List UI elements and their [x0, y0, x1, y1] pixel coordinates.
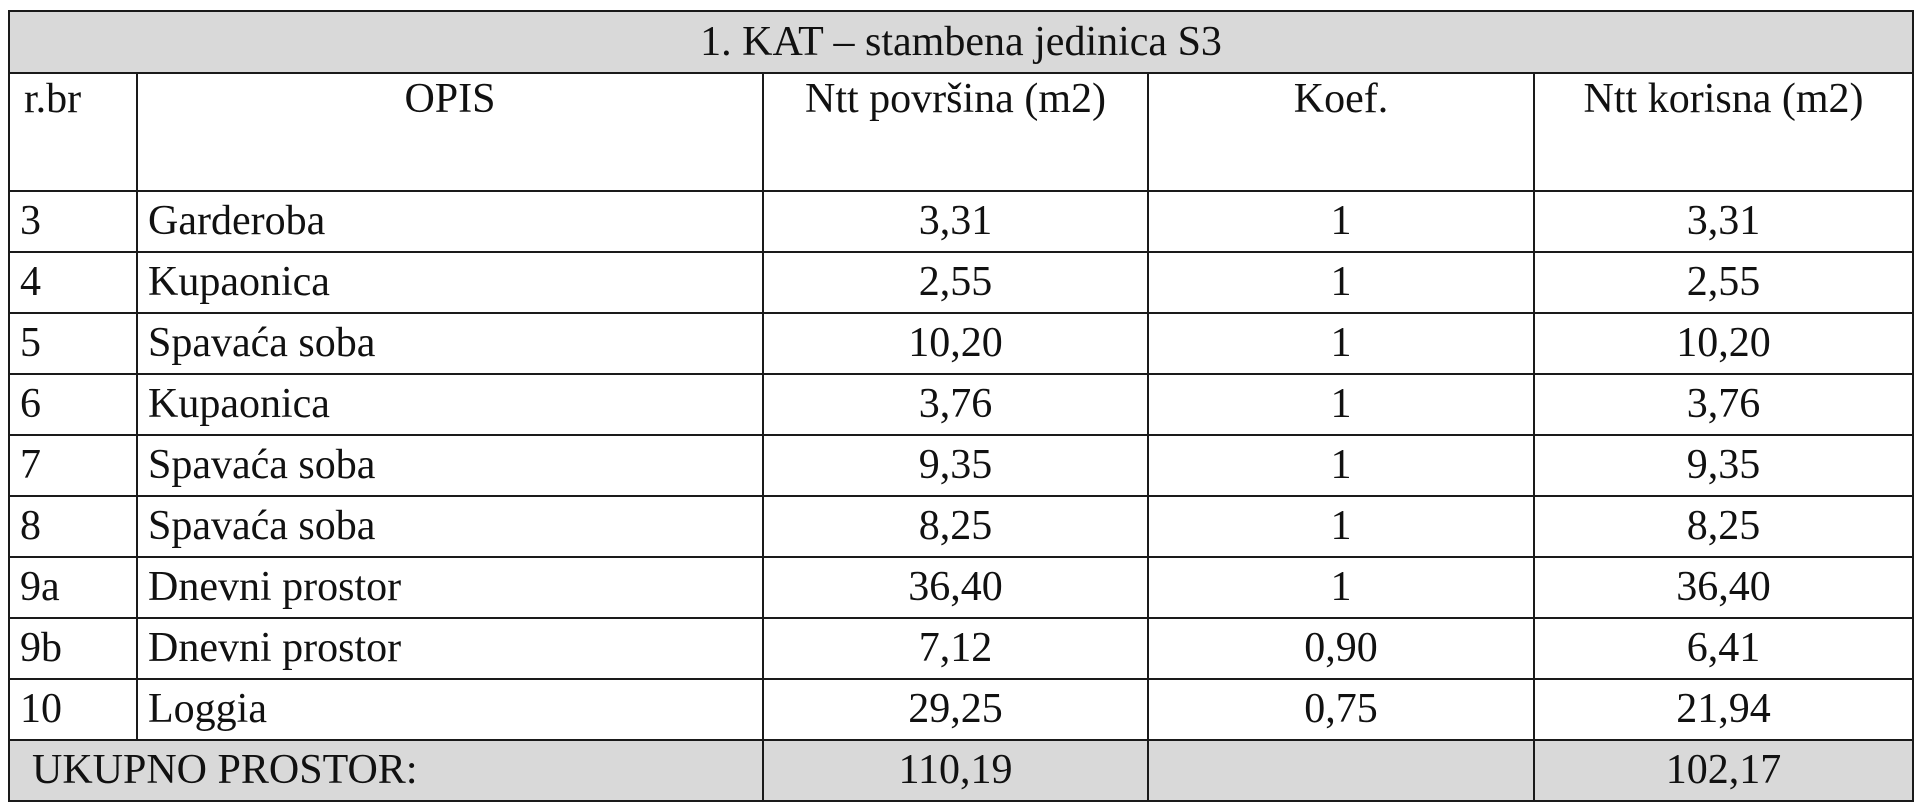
total-ntt-povrsina: 110,19 — [762, 739, 1149, 802]
total-koef — [1147, 739, 1535, 802]
cell-koef: 1 — [1147, 251, 1535, 314]
cell-opis: Kupaonica — [136, 373, 764, 436]
cell-ntt-korisna: 3,31 — [1532, 190, 1915, 253]
cell-rbr: 7 — [8, 434, 138, 497]
cell-koef: 0,75 — [1147, 678, 1535, 741]
cell-ntt-povrsina: 10,20 — [762, 312, 1149, 375]
table-row: 5 Spavaća soba 10,20 1 10,20 — [8, 312, 1915, 375]
cell-ntt-korisna: 2,55 — [1532, 251, 1915, 314]
cell-ntt-povrsina: 2,55 — [762, 251, 1149, 314]
cell-opis: Kupaonica — [136, 251, 764, 314]
cell-ntt-povrsina: 3,76 — [762, 373, 1149, 436]
cell-ntt-povrsina: 36,40 — [762, 556, 1149, 619]
cell-ntt-korisna: 9,35 — [1532, 434, 1915, 497]
cell-ntt-povrsina: 3,31 — [762, 190, 1149, 253]
table-row: 6 Kupaonica 3,76 1 3,76 — [8, 373, 1915, 436]
cell-opis: Spavaća soba — [136, 434, 764, 497]
table-header-row: r.br OPIS Ntt površina (m2) Koef. Ntt ko… — [8, 72, 1915, 192]
cell-rbr: 9a — [8, 556, 138, 619]
cell-ntt-povrsina: 8,25 — [762, 495, 1149, 558]
cell-opis: Spavaća soba — [136, 312, 764, 375]
cell-opis: Loggia — [136, 678, 764, 741]
header-koef: Koef. — [1147, 72, 1535, 192]
cell-koef: 1 — [1147, 312, 1535, 375]
header-ntt-korisna: Ntt korisna (m2) — [1532, 72, 1915, 192]
cell-ntt-korisna: 21,94 — [1532, 678, 1915, 741]
cell-ntt-korisna: 3,76 — [1532, 373, 1915, 436]
cell-opis: Spavaća soba — [136, 495, 764, 558]
table-title: 1. KAT – stambena jedinica S3 — [7, 10, 1915, 74]
total-row: UKUPNO PROSTOR: 110,19 102,17 — [8, 739, 1915, 802]
table-row: 10 Loggia 29,25 0,75 21,94 — [8, 678, 1915, 741]
cell-rbr: 9b — [8, 617, 138, 680]
table-title-row: 1. KAT – stambena jedinica S3 — [7, 10, 1915, 74]
cell-ntt-korisna: 8,25 — [1532, 495, 1915, 558]
total-ntt-korisna: 102,17 — [1532, 739, 1915, 802]
cell-ntt-povrsina: 9,35 — [762, 434, 1149, 497]
header-ntt-povrsina: Ntt površina (m2) — [762, 72, 1149, 192]
table-row: 8 Spavaća soba 8,25 1 8,25 — [8, 495, 1915, 558]
cell-opis: Dnevni prostor — [136, 617, 764, 680]
table-row: 3 Garderoba 3,31 1 3,31 — [8, 190, 1915, 253]
cell-koef: 0,90 — [1147, 617, 1535, 680]
cell-koef: 1 — [1147, 190, 1535, 253]
cell-koef: 1 — [1147, 373, 1535, 436]
cell-ntt-korisna: 36,40 — [1532, 556, 1915, 619]
cell-ntt-povrsina: 29,25 — [762, 678, 1149, 741]
cell-koef: 1 — [1147, 434, 1535, 497]
cell-koef: 1 — [1147, 556, 1535, 619]
cell-rbr: 3 — [8, 190, 138, 253]
cell-rbr: 6 — [8, 373, 138, 436]
cell-opis: Garderoba — [136, 190, 764, 253]
cell-rbr: 4 — [8, 251, 138, 314]
area-table: 1. KAT – stambena jedinica S3 r.br OPIS … — [7, 10, 1915, 802]
table-row: 4 Kupaonica 2,55 1 2,55 — [8, 251, 1915, 314]
table-row: 9b Dnevni prostor 7,12 0,90 6,41 — [8, 617, 1915, 680]
cell-ntt-korisna: 6,41 — [1532, 617, 1915, 680]
area-table-frame: 1. KAT – stambena jedinica S3 r.br OPIS … — [7, 10, 1915, 802]
cell-rbr: 5 — [8, 312, 138, 375]
table-row: 7 Spavaća soba 9,35 1 9,35 — [8, 434, 1915, 497]
table-row: 9a Dnevni prostor 36,40 1 36,40 — [8, 556, 1915, 619]
total-label: UKUPNO PROSTOR: — [8, 739, 764, 802]
cell-koef: 1 — [1147, 495, 1535, 558]
cell-ntt-korisna: 10,20 — [1532, 312, 1915, 375]
header-rbr: r.br — [8, 72, 138, 192]
cell-rbr: 8 — [8, 495, 138, 558]
cell-rbr: 10 — [8, 678, 138, 741]
cell-ntt-povrsina: 7,12 — [762, 617, 1149, 680]
header-opis: OPIS — [136, 72, 764, 192]
cell-opis: Dnevni prostor — [136, 556, 764, 619]
